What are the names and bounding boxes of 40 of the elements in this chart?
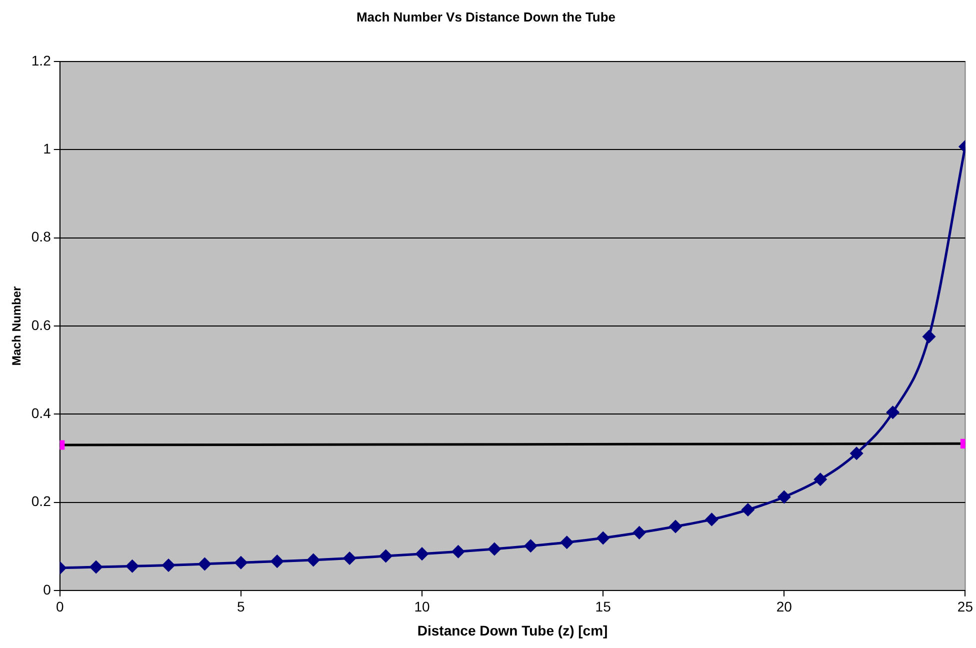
point <box>234 556 248 569</box>
point <box>524 540 537 552</box>
point <box>90 560 102 574</box>
point <box>814 473 827 486</box>
point <box>343 552 356 564</box>
point <box>126 560 139 572</box>
x-axis-title: Distance Down Tube (z) [cm] <box>417 622 608 638</box>
point <box>922 330 936 343</box>
point <box>850 447 863 460</box>
point <box>162 559 175 572</box>
y-tick-label: 0.6 <box>31 316 52 333</box>
point <box>886 406 900 419</box>
point <box>416 548 428 560</box>
point <box>452 545 464 558</box>
chart-title: Mach Number Vs Distance Down the Tube <box>356 9 616 24</box>
y-tick-label: 1.2 <box>31 52 52 68</box>
x-tick-label: 15 <box>595 598 612 615</box>
point <box>596 532 610 544</box>
point <box>778 490 790 504</box>
point <box>270 555 284 568</box>
y-tick-label: 0 <box>43 581 52 598</box>
point <box>560 536 574 549</box>
x-tick-label: 0 <box>56 598 64 615</box>
x-tick-label: 10 <box>414 598 430 615</box>
point <box>380 550 392 562</box>
y-axis-title: Mach Number <box>10 286 24 366</box>
point <box>198 558 211 570</box>
x-tick-label: 25 <box>957 598 974 615</box>
point <box>307 554 320 566</box>
point <box>669 520 682 533</box>
y-tick-label: 0.4 <box>31 404 52 421</box>
x-tick-label: 20 <box>776 598 792 615</box>
y-tick-label: 0.2 <box>31 493 52 510</box>
point <box>488 542 501 556</box>
x-tick-label: 5 <box>237 598 246 615</box>
point <box>633 526 646 539</box>
y-tick-label: 0.8 <box>31 228 52 245</box>
y-tick-label: 1 <box>43 140 52 157</box>
point <box>742 504 754 516</box>
point <box>705 513 718 526</box>
